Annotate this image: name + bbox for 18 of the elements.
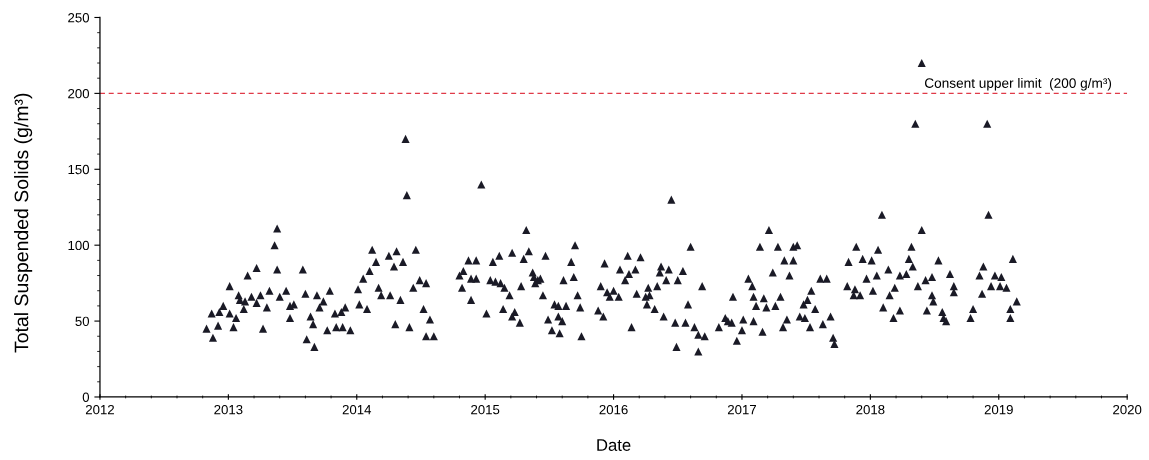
x-tick-label: 2014	[342, 404, 372, 415]
y-tick-label: 200	[68, 88, 90, 99]
y-axis-title: Total Suspended Solids (g/m³)	[14, 93, 33, 353]
x-tick-label: 2019	[984, 404, 1013, 415]
ref-line-label: Consent upper limit (200 g/m³)	[924, 77, 1112, 91]
x-tick-label: 2016	[599, 404, 628, 415]
y-tick-label: 150	[68, 164, 90, 175]
y-tick-label: 50	[75, 316, 90, 326]
y-tick-label: 250	[68, 13, 90, 23]
x-tick-label: 2012	[85, 404, 114, 415]
x-tick-label: 2017	[727, 404, 756, 415]
x-tick-label: 2013	[214, 404, 243, 415]
x-tick-label: 2015	[471, 404, 500, 415]
x-axis-title: Date	[597, 439, 631, 451]
x-tick-label: 2020	[1113, 404, 1142, 415]
x-tick-label: 2018	[856, 404, 885, 415]
y-tick-label: 0	[82, 392, 90, 402]
y-tick-label: 100	[68, 240, 90, 251]
